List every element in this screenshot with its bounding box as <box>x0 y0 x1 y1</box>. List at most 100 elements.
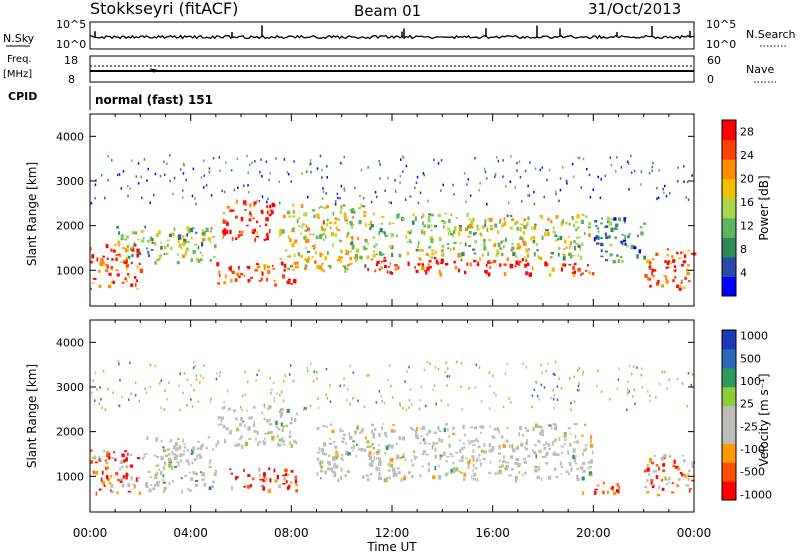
scatter-cell <box>448 218 451 224</box>
scatter-cell <box>178 384 180 387</box>
scatter-cell <box>371 460 375 463</box>
scatter-cell <box>174 466 177 468</box>
scatter-cell <box>160 379 163 382</box>
scatter-cell <box>192 167 195 171</box>
scatter-cell <box>612 260 616 264</box>
scatter-cell <box>261 271 264 276</box>
scatter-cell <box>522 433 525 437</box>
scatter-cell <box>480 400 483 403</box>
scatter-cell <box>307 369 309 373</box>
scatter-cell <box>686 272 690 276</box>
scatter-cell <box>102 255 105 258</box>
scatter-cell <box>588 471 593 476</box>
scatter-cell <box>349 221 353 224</box>
scatter-cell <box>247 474 251 477</box>
scatter-cell <box>102 261 105 265</box>
scatter-cell <box>489 262 493 264</box>
scatter-cell <box>222 235 224 239</box>
scatter-cell <box>687 263 690 267</box>
velocity-y-axis-label: Slant Range [km] <box>25 364 39 468</box>
scatter-cell <box>230 278 233 283</box>
scatter-cell <box>441 253 445 257</box>
scatter-cell <box>341 162 343 165</box>
scatter-cell <box>336 192 339 196</box>
scatter-cell <box>449 248 452 251</box>
scatter-cell <box>552 440 556 443</box>
scatter-cell <box>572 254 576 257</box>
scatter-cell <box>514 462 517 464</box>
scatter-cell <box>291 242 295 248</box>
scatter-cell <box>465 200 467 204</box>
scatter-cell <box>632 365 635 368</box>
scatter-cell <box>596 384 598 388</box>
scatter-cell <box>461 252 465 257</box>
colorbar-segment <box>722 462 736 482</box>
scatter-cell <box>124 277 127 281</box>
scatter-cell <box>126 248 129 253</box>
scatter-cell <box>343 384 345 387</box>
scatter-cell <box>470 225 474 229</box>
scatter-cell <box>167 239 170 241</box>
scatter-cell <box>367 454 372 457</box>
scatter-cell <box>682 382 684 386</box>
scatter-cell <box>545 441 548 446</box>
scatter-cell <box>558 377 560 380</box>
scatter-cell <box>467 461 471 465</box>
scatter-cell <box>221 406 225 410</box>
scatter-cell <box>260 209 264 214</box>
x-tick-label: 00:00 <box>677 526 712 540</box>
scatter-cell <box>515 478 517 483</box>
scatter-cell <box>515 447 519 450</box>
scatter-cell <box>474 467 478 470</box>
scatter-cell <box>684 276 688 280</box>
scatter-cell <box>374 428 377 431</box>
scatter-cell <box>508 397 510 400</box>
scatter-cell <box>322 253 325 256</box>
scatter-cell <box>330 467 334 470</box>
scatter-cell <box>336 259 340 262</box>
scatter-cell <box>421 263 425 268</box>
scatter-cell <box>120 234 124 237</box>
scatter-cell <box>476 478 479 482</box>
scatter-cell <box>168 463 172 468</box>
scatter-cell <box>504 372 507 375</box>
scatter-cell <box>289 373 291 376</box>
scatter-cell <box>615 489 620 493</box>
scatter-cell <box>537 425 542 428</box>
scatter-cell <box>589 465 592 468</box>
scatter-cell <box>314 260 317 264</box>
scatter-cell <box>526 429 530 432</box>
scatter-cell <box>690 383 692 387</box>
scatter-cell <box>455 216 458 219</box>
scatter-cell <box>589 439 592 444</box>
scatter-cell <box>376 449 381 452</box>
scatter-cell <box>487 272 491 277</box>
scatter-cell <box>329 400 332 403</box>
scatter-cell <box>435 454 437 459</box>
scatter-cell <box>492 374 494 378</box>
scatter-cell <box>423 368 426 372</box>
scatter-cell <box>581 476 585 481</box>
scatter-cell <box>390 233 393 238</box>
scatter-cell <box>448 435 451 438</box>
scatter-cell <box>226 206 230 209</box>
scatter-cell <box>354 186 356 190</box>
scatter-cell <box>445 460 448 463</box>
scatter-cell <box>119 460 124 464</box>
scatter-cell <box>444 371 446 374</box>
scatter-cell <box>452 183 454 187</box>
scatter-cell <box>340 475 342 480</box>
scatter-cell <box>558 252 560 257</box>
scatter-cell <box>688 469 691 473</box>
scatter-cell <box>108 452 111 456</box>
scatter-cell <box>420 229 424 231</box>
scatter-cell <box>304 267 307 270</box>
scatter-cell <box>284 468 288 472</box>
scatter-cell <box>105 264 108 267</box>
scatter-cell <box>533 388 536 391</box>
scatter-cell <box>287 267 291 271</box>
scatter-cell <box>238 230 241 234</box>
scatter-cell <box>511 248 514 252</box>
scatter-cell <box>268 178 270 181</box>
scatter-cell <box>617 217 622 221</box>
